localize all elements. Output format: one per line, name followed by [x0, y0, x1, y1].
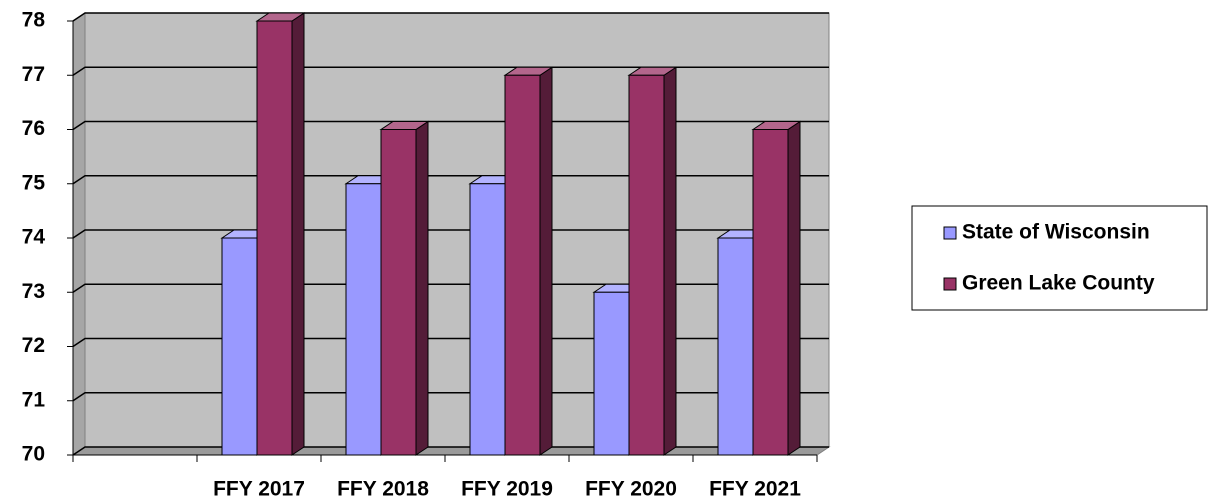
bar [504, 74, 541, 456]
bar-side [663, 66, 677, 456]
grid-line [72, 283, 829, 293]
y-tick-label: 74 [22, 226, 46, 249]
bar [469, 183, 506, 456]
grid-line [72, 392, 829, 402]
legend-label: State of Wisconsin [962, 221, 1150, 244]
y-tick-label: 70 [22, 443, 45, 466]
bar [717, 237, 754, 456]
x-tick-label: FFY 2019 [461, 478, 553, 501]
grid-line [72, 120, 829, 131]
bar-side [415, 120, 429, 456]
grid-line [72, 229, 829, 239]
x-tick-label: FFY 2021 [709, 478, 801, 501]
grid-line [72, 66, 829, 76]
legend-swatch [943, 226, 957, 240]
bar [380, 129, 417, 456]
y-tick-label: 78 [22, 9, 46, 32]
grid-line [72, 175, 829, 185]
x-tick-label: FFY 2017 [213, 478, 305, 501]
bar-side [539, 66, 553, 456]
y-tick-label: 71 [22, 388, 46, 411]
bar [628, 74, 665, 456]
bar [256, 20, 293, 456]
floor [71, 446, 831, 456]
bar [593, 291, 630, 456]
y-tick-label: 77 [22, 63, 45, 86]
y-tick-label: 72 [22, 334, 45, 357]
legend-swatch [943, 277, 957, 291]
grid-line [72, 446, 829, 456]
bar [752, 129, 789, 456]
y-tick-label: 75 [22, 171, 46, 194]
y-tick-label: 73 [22, 280, 45, 303]
x-tick-label: FFY 2020 [585, 478, 677, 501]
x-tick-label: FFY 2018 [337, 478, 429, 501]
legend-label: Green Lake County [962, 272, 1155, 295]
grid-line [72, 337, 829, 348]
bar [345, 183, 382, 456]
bar-side [787, 120, 801, 456]
legend-box [911, 205, 1208, 311]
grid-line [72, 12, 829, 22]
y-tick-label: 76 [22, 117, 45, 140]
bar [221, 237, 258, 456]
bar-side [291, 12, 305, 456]
